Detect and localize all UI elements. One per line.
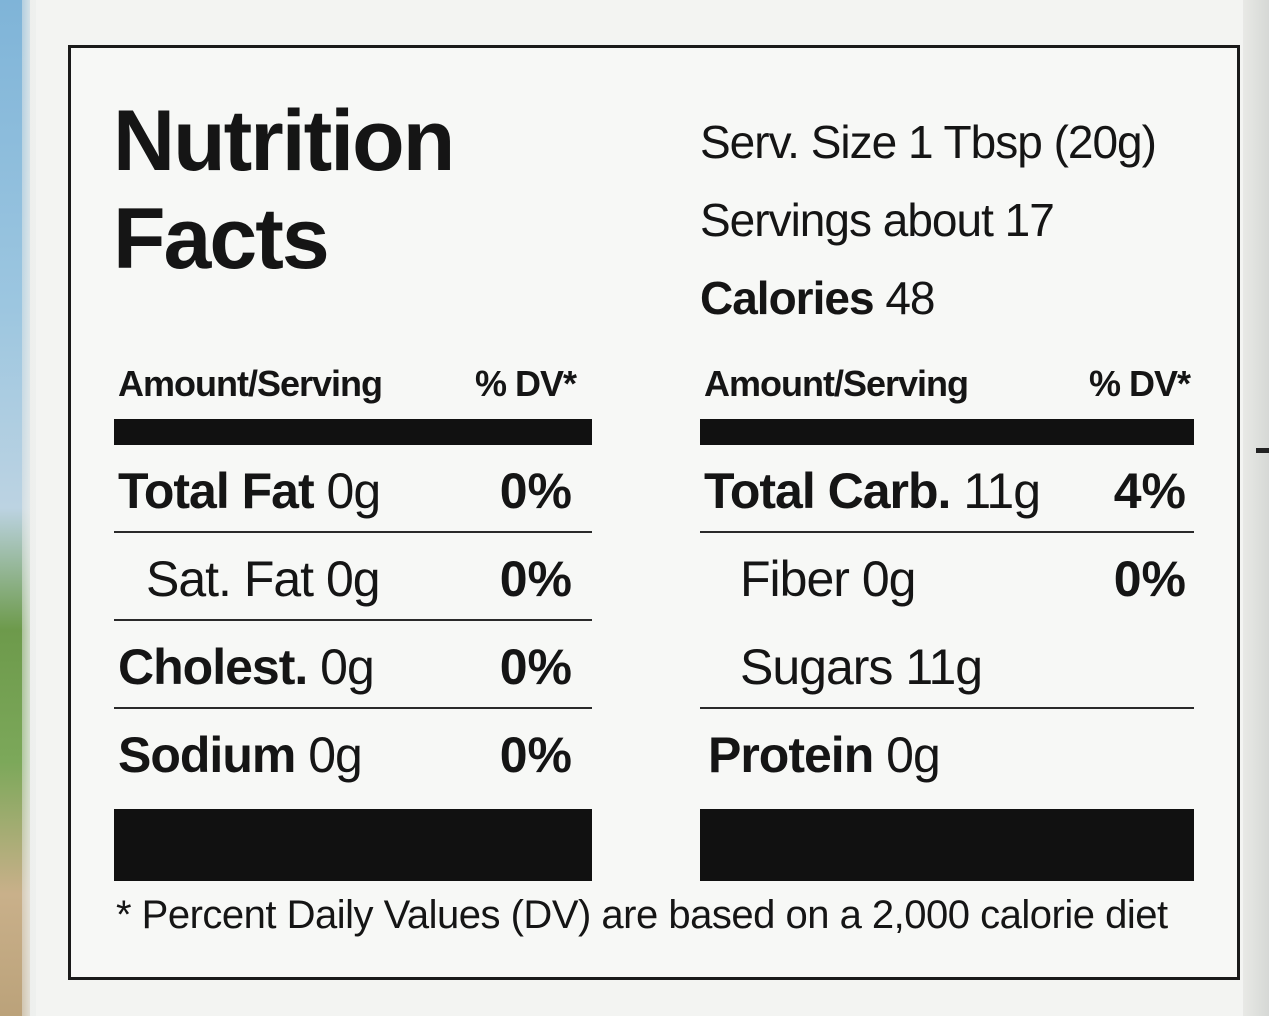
fiber-amount: 0g xyxy=(861,551,917,607)
bottom-rule xyxy=(700,809,1194,881)
total-fat-label: Total Fat xyxy=(118,463,315,519)
row-sat-fat: Sat. Fat 0g 0% xyxy=(114,533,592,621)
title-line-2: Facts xyxy=(113,191,330,287)
nutrient-name: Protein 0g xyxy=(708,727,941,783)
row-total-carb: Total Carb. 11g 4% xyxy=(700,445,1194,533)
sugars-label: Sugars xyxy=(740,639,893,695)
cholesterol-label: Cholest. xyxy=(118,639,308,695)
table-header: Amount/Serving % DV* xyxy=(700,355,1194,415)
sat-fat-label: Sat. Fat xyxy=(146,551,314,607)
title-line-1: Nutrition xyxy=(113,93,455,189)
nutrient-name: Total Carb. 11g xyxy=(704,463,1041,519)
sodium-amount: 0g xyxy=(308,727,363,783)
total-carb-amount: 11g xyxy=(963,463,1041,519)
total-carb-dv: 4% xyxy=(1113,463,1186,519)
bottom-rule xyxy=(114,809,592,881)
nutrient-name: Sodium 0g xyxy=(118,727,363,783)
row-cholesterol: Cholest. 0g 0% xyxy=(114,621,592,709)
sugars-amount: 11g xyxy=(905,639,983,695)
serving-size: Serv. Size 1 Tbsp (20g) xyxy=(700,116,1157,168)
header-amount: Amount/Serving xyxy=(704,363,969,404)
protein-amount: 0g xyxy=(886,727,941,783)
row-sodium: Sodium 0g 0% xyxy=(114,709,592,797)
fiber-label: Fiber xyxy=(740,551,850,607)
nutrient-name: Sat. Fat 0g xyxy=(146,551,381,607)
row-total-fat: Total Fat 0g 0% xyxy=(114,445,592,533)
header-dv: % DV* xyxy=(474,363,577,404)
calories-label: Calories xyxy=(700,272,875,324)
row-fiber: Fiber 0g 0% xyxy=(700,533,1194,621)
nutrient-name: Cholest. 0g xyxy=(118,639,375,695)
nutrition-facts-title: Nutrition Facts xyxy=(113,92,593,288)
nutrient-name: Sugars 11g xyxy=(740,639,983,695)
sat-fat-amount: 0g xyxy=(325,551,381,607)
footnote: * Percent Daily Values (DV) are based on… xyxy=(116,893,1168,937)
nutrient-name: Fiber 0g xyxy=(740,551,917,607)
total-fat-dv: 0% xyxy=(499,463,572,519)
sodium-dv: 0% xyxy=(499,727,572,783)
calories-line: Calories 48 xyxy=(700,259,1156,337)
sodium-label: Sodium xyxy=(118,727,296,783)
nutrient-name: Total Fat 0g xyxy=(118,463,382,519)
background-right xyxy=(1243,0,1269,1016)
header-rule xyxy=(700,419,1194,445)
right-nutrient-table: Amount/Serving % DV* Total Carb. 11g 4% … xyxy=(700,355,1194,881)
jar-edge xyxy=(22,0,36,1016)
header-dv: % DV* xyxy=(1088,363,1191,404)
fiber-dv: 0% xyxy=(1113,551,1186,607)
left-nutrient-table: Amount/Serving % DV* Total Fat 0g 0% Sat… xyxy=(114,355,592,881)
header-rule xyxy=(114,419,592,445)
calories-value: 48 xyxy=(885,272,935,324)
row-protein: Protein 0g xyxy=(700,709,1194,797)
row-sugars: Sugars 11g xyxy=(700,621,1194,709)
header-amount: Amount/Serving xyxy=(118,363,383,404)
sat-fat-dv: 0% xyxy=(499,551,572,607)
protein-label: Protein xyxy=(708,727,874,783)
cholesterol-amount: 0g xyxy=(320,639,375,695)
serving-info: Serv. Size 1 Tbsp (20g) Servings about 1… xyxy=(700,103,1157,337)
total-carb-label: Total Carb. xyxy=(704,463,951,519)
table-header: Amount/Serving % DV* xyxy=(114,355,592,415)
edge-mark xyxy=(1256,448,1269,453)
cholesterol-dv: 0% xyxy=(499,639,572,695)
total-fat-amount: 0g xyxy=(326,463,382,519)
servings-per-container: Servings about 17 xyxy=(700,194,1055,246)
